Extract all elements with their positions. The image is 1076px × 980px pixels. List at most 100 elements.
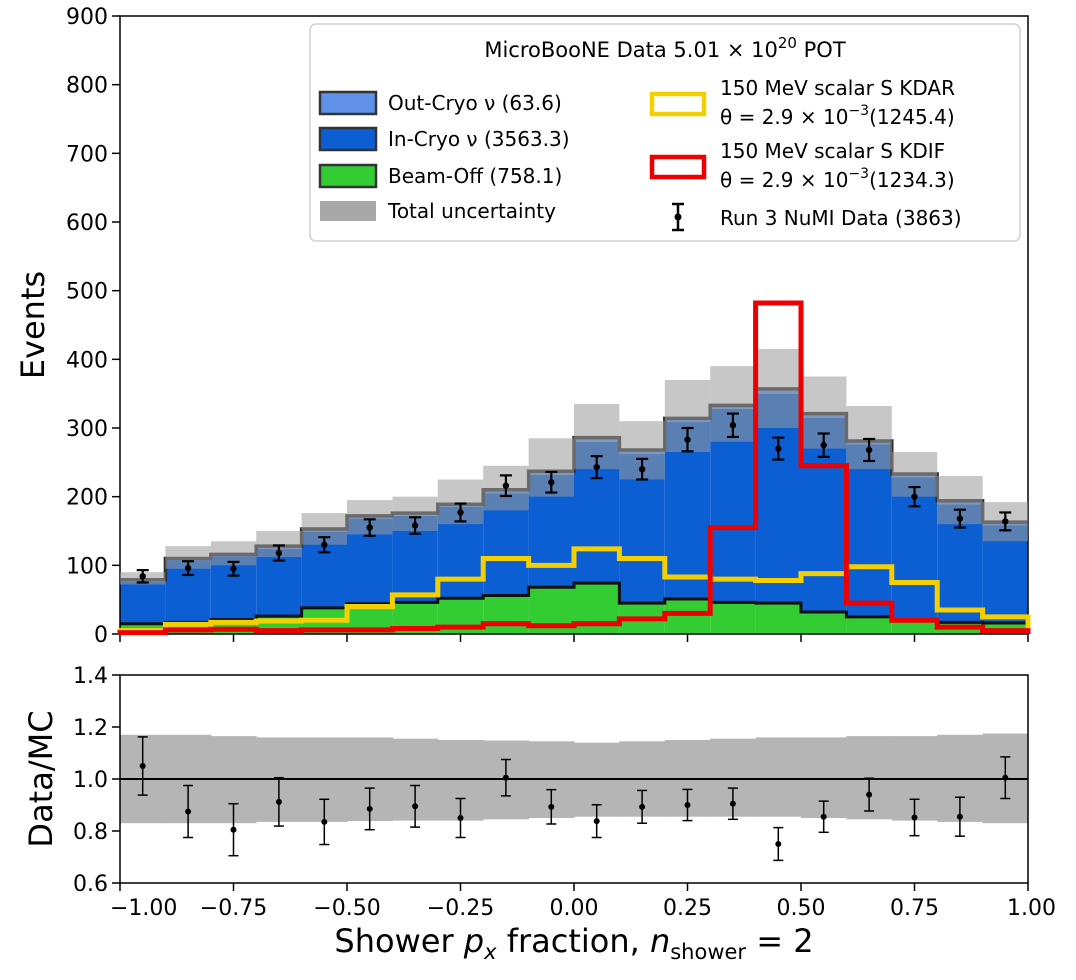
beam-off-outline	[120, 581, 1028, 626]
data-point	[636, 457, 649, 481]
ratio-point	[1000, 756, 1011, 800]
ratio-x-tick-label: −1.00	[110, 896, 177, 921]
main-y-tick-label: 900	[66, 5, 108, 30]
data-point	[182, 560, 195, 577]
x-axis-title: Shower px fraction, nshower = 2	[334, 922, 813, 964]
legend-swatch-in-cryo	[318, 126, 378, 152]
ratio-point	[137, 736, 148, 796]
ratio-point	[773, 826, 784, 862]
data-point	[726, 412, 739, 439]
ratio-point	[591, 803, 602, 839]
ratio-y-tick-label: 1.2	[73, 716, 108, 741]
data-point	[499, 474, 512, 498]
ratio-point	[682, 788, 693, 822]
legend-label-in-cryo: In-Cryo ν (3563.3)	[388, 127, 570, 151]
beam-off-bar	[483, 595, 529, 634]
ratio-point	[410, 784, 421, 828]
legend-label-data: Run 3 NuMI Data (3863)	[720, 206, 962, 230]
beam-off-bar	[574, 583, 620, 634]
ratio-panel: 0.6 0.8 1.0 1.2 1.4 −1.00 −0.75 −0.50 −0.25 0.00…	[22, 664, 1056, 964]
main-y-tick-label: 300	[66, 417, 108, 442]
main-y-tick-label: 700	[66, 142, 108, 167]
ratio-band-bin	[755, 737, 802, 817]
ratio-x-tick-label: −0.25	[427, 896, 494, 921]
data-point	[863, 437, 876, 463]
data-point	[227, 560, 240, 577]
ratio-y-tick-label: 1.0	[73, 768, 108, 793]
data-point	[681, 426, 694, 453]
legend-frame	[309, 23, 1021, 242]
beam-off-bar	[710, 602, 756, 634]
ratio-x-tick-label: 0.75	[890, 896, 939, 921]
ratio-y-tick-label: 0.6	[73, 872, 108, 897]
ratio-point	[183, 784, 194, 839]
main-y-tick-label: 500	[66, 280, 108, 305]
ratio-point	[455, 797, 466, 839]
legend-marker-data	[672, 202, 684, 232]
data-point	[953, 508, 966, 529]
legend: MicroBooNE Data 5.01 × 1020 POT Out-Cryo…	[309, 23, 1021, 242]
ratio-x-tick-label: −0.75	[200, 896, 267, 921]
beam-off-bar	[755, 603, 801, 634]
main-x-ticks	[119, 634, 1029, 642]
uncertainty-band-bin	[755, 349, 801, 428]
main-y-tick-label: 0	[94, 623, 108, 648]
ratio-point	[500, 758, 511, 797]
beam-off-bar	[801, 612, 847, 634]
data-point	[318, 536, 331, 554]
data-point	[272, 544, 285, 562]
ratio-point	[319, 798, 330, 846]
legend-swatch-kdar	[649, 91, 707, 117]
legend-entry-beam-off: Beam-Off (758.1)	[318, 163, 562, 189]
ratio-point	[228, 802, 239, 857]
legend-entry-out-cryo: Out-Cryo ν (63.6)	[318, 90, 562, 116]
data-point	[772, 436, 785, 461]
main-y-ticks: 0 100 200 300 400 500 600 700 800 900	[66, 5, 120, 648]
in-cryo-bar	[846, 444, 892, 617]
data-point	[908, 485, 921, 508]
beam-off-bar	[664, 598, 711, 634]
ratio-y-ticks: 0.6 0.8 1.0 1.2 1.4	[73, 664, 120, 897]
legend-label-beam-off: Beam-Off (758.1)	[388, 164, 562, 188]
in-cryo-bar	[982, 525, 1028, 624]
ratio-point	[818, 800, 829, 834]
ratio-y-tick-label: 1.4	[73, 664, 108, 689]
legend-label-kdif: 150 MeV scalar S KDIF	[720, 139, 945, 163]
legend-entry-total-uncertainty: Total uncertainty	[320, 199, 556, 223]
kdar-step-line	[117, 546, 1031, 634]
main-y-tick-label: 600	[66, 211, 108, 236]
data-point	[454, 502, 467, 523]
ratio-x-tick-label: 0.50	[777, 896, 826, 921]
legend-label-total-uncertainty: Total uncertainty	[387, 199, 556, 223]
kdif-step-line	[117, 300, 1031, 636]
uncertainty-band-bin	[165, 546, 211, 569]
ratio-y-axis-title: Data/MC	[22, 710, 60, 847]
legend-swatch-beam-off	[318, 163, 378, 189]
ratio-point	[546, 788, 557, 825]
main-y-axis-title: Events	[14, 271, 52, 379]
main-panel: 0 100 200 300 400 500 600 700 800 900 Events	[14, 5, 1031, 648]
legend-entry-kdar: 150 MeV scalar S KDAR θ = 2.9 × 10−3(124…	[649, 76, 955, 129]
data-point	[590, 455, 603, 480]
legend-entry-in-cryo: In-Cryo ν (3563.3)	[318, 126, 570, 152]
data-point	[999, 511, 1012, 532]
ratio-data-points	[137, 736, 1011, 862]
ratio-point	[364, 787, 375, 831]
in-cryo-bar	[755, 393, 801, 604]
data-point	[136, 569, 149, 584]
ratio-y-tick-label: 0.8	[73, 820, 108, 845]
data-point	[817, 432, 830, 458]
legend-theta-kdar: θ = 2.9 × 10−3(1245.4)	[720, 103, 955, 129]
data-point	[363, 518, 376, 537]
legend-entry-data: Run 3 NuMI Data (3863)	[672, 202, 962, 232]
beam-off-bar	[891, 619, 938, 634]
ratio-point	[273, 776, 284, 827]
ratio-x-tick-label: 0.25	[663, 896, 712, 921]
ratio-point	[864, 777, 875, 812]
legend-entry-kdif: 150 MeV scalar S KDIF θ = 2.9 × 10−3(123…	[649, 139, 955, 192]
main-y-tick-label: 400	[66, 348, 108, 373]
legend-swatch-total-uncertainty	[320, 201, 376, 221]
ratio-x-tick-label: 0.00	[550, 896, 599, 921]
data-point	[545, 470, 558, 494]
